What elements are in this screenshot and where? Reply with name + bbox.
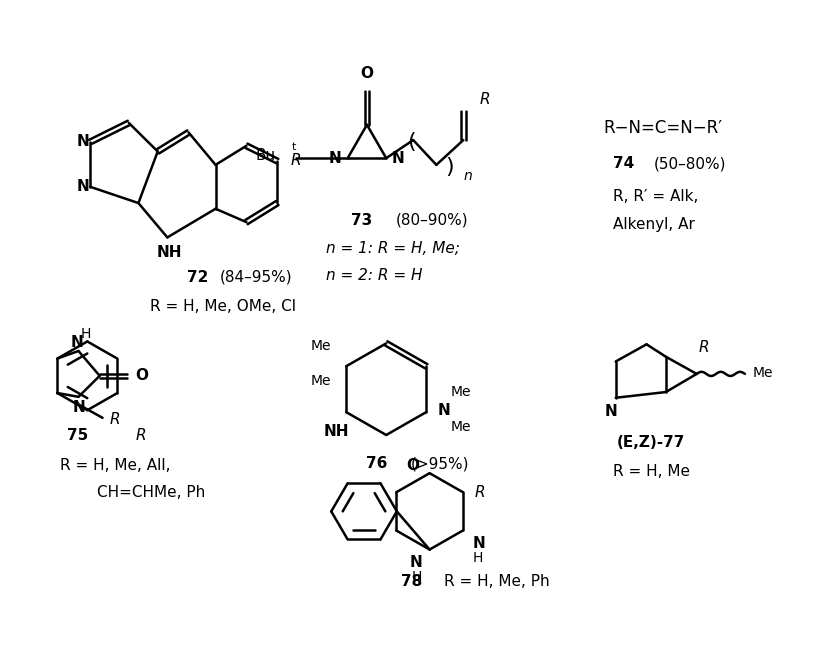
Text: N: N (473, 536, 485, 551)
Text: 78: 78 (401, 574, 422, 589)
Text: n: n (463, 170, 472, 183)
Text: R = H, Me: R = H, Me (613, 464, 690, 478)
Text: H: H (473, 550, 483, 564)
Text: R = H, Me, All,: R = H, Me, All, (60, 458, 171, 473)
Text: N: N (604, 403, 618, 418)
Text: N: N (70, 335, 83, 350)
Text: (50–80%): (50–80%) (654, 156, 726, 172)
Text: R, R′ = Alk,: R, R′ = Alk, (613, 189, 698, 204)
Text: CH=CHMe, Ph: CH=CHMe, Ph (97, 485, 205, 500)
Text: 76: 76 (366, 456, 387, 471)
Text: 75: 75 (67, 428, 88, 442)
Text: H: H (411, 570, 422, 583)
Text: R: R (474, 485, 485, 500)
Text: t: t (292, 142, 296, 152)
Text: (: ( (407, 132, 416, 152)
Text: (84–95%): (84–95%) (220, 270, 292, 285)
Text: 73: 73 (351, 213, 373, 228)
Text: n = 2: R = H: n = 2: R = H (327, 268, 423, 283)
Text: O: O (360, 66, 374, 81)
Text: R: R (479, 92, 490, 108)
Text: Me: Me (753, 366, 773, 380)
Text: Alkenyl, Ar: Alkenyl, Ar (613, 218, 695, 232)
Text: R = H, Me, OMe, Cl: R = H, Me, OMe, Cl (150, 298, 296, 313)
Text: (E,Z)-77: (E,Z)-77 (617, 435, 685, 450)
Text: Me: Me (310, 374, 331, 388)
Text: Me: Me (310, 339, 331, 353)
Text: N: N (77, 180, 90, 194)
Text: N: N (77, 133, 90, 149)
Text: R: R (109, 412, 120, 427)
Text: N: N (409, 555, 422, 570)
Text: N: N (438, 403, 451, 418)
Text: Me: Me (450, 420, 471, 434)
Text: ): ) (446, 157, 454, 177)
Text: R−N=C=N−R′: R−N=C=N−R′ (603, 119, 722, 137)
Text: R: R (291, 152, 302, 168)
Text: H: H (80, 327, 91, 341)
Text: Me: Me (450, 385, 471, 399)
Text: R: R (699, 340, 710, 354)
Text: Bu: Bu (256, 148, 276, 163)
Text: N: N (329, 150, 342, 166)
Text: 74: 74 (613, 156, 634, 172)
Text: R: R (136, 428, 146, 442)
Text: n = 1: R = H, Me;: n = 1: R = H, Me; (327, 242, 460, 256)
Text: O: O (406, 458, 419, 473)
Text: NH: NH (157, 245, 182, 260)
Text: 72: 72 (187, 270, 208, 285)
Text: O: O (136, 368, 148, 383)
Text: (>95%): (>95%) (411, 456, 468, 471)
Text: R = H, Me, Ph: R = H, Me, Ph (444, 574, 550, 589)
Text: (80–90%): (80–90%) (396, 213, 468, 228)
Text: NH: NH (323, 424, 349, 438)
Text: N: N (73, 400, 85, 414)
Text: N: N (392, 150, 405, 166)
